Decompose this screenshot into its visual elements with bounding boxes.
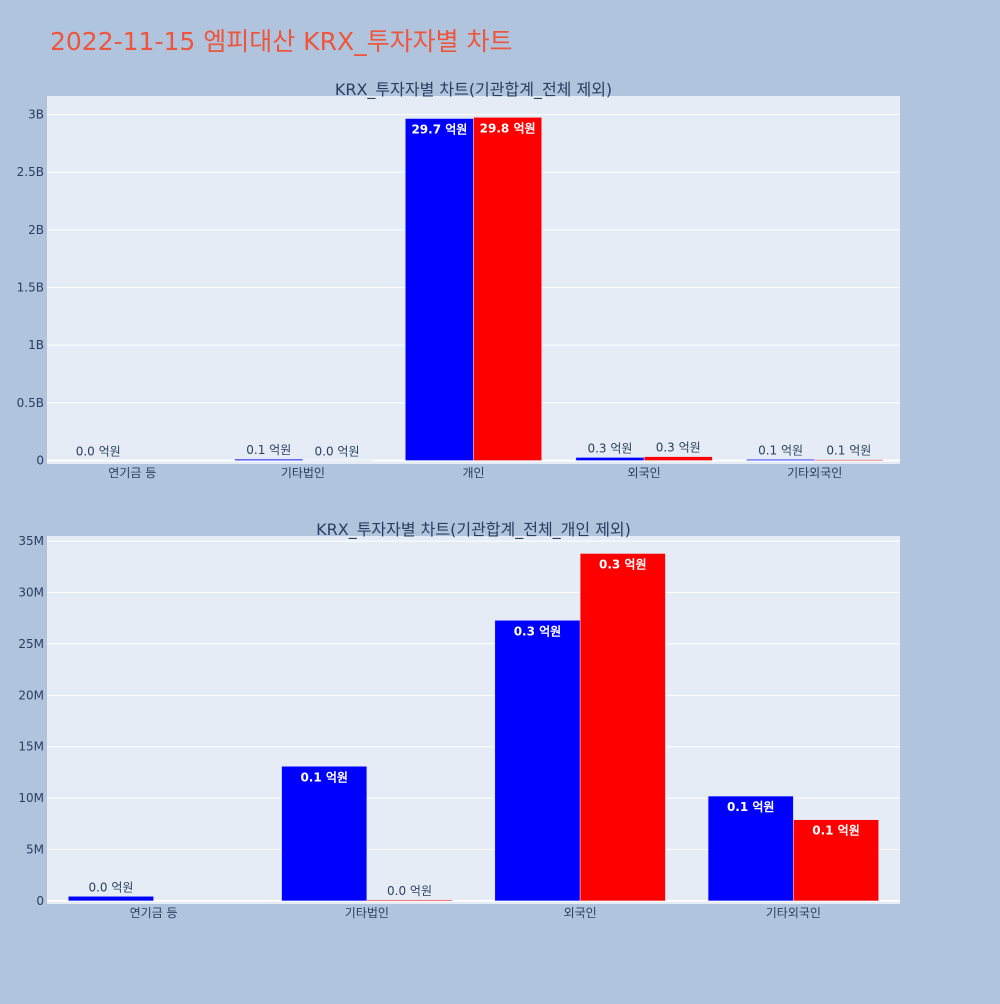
subplot-title-1: KRX_투자자별 차트(기관합계_전체 제외) [335,80,612,100]
data-label: 0.1 억원 [727,800,775,814]
data-label: 0.0 억원 [76,445,121,459]
bar-blue-3[interactable] [405,118,474,461]
x-tick-label: 외국인 [564,906,597,920]
data-label: 0.1 억원 [826,444,871,458]
bar-red-3[interactable] [473,117,542,461]
bar-red-2[interactable] [366,899,453,902]
data-label: 0.0 억원 [315,444,360,458]
y-tick-label: 25M [18,637,44,651]
x-tick-label: 기타외국인 [787,466,842,480]
y-tick-label: 15M [18,740,44,754]
data-label: 0.3 억원 [587,441,632,455]
data-label: 29.8 억원 [480,121,536,135]
y-tick-label: 20M [18,688,44,702]
bar-blue-1[interactable] [68,896,154,902]
data-label: 0.3 억원 [514,624,562,638]
x-tick-label: 개인 [462,466,484,480]
x-tick-label: 기타법인 [345,906,389,920]
y-tick-label: 2B [28,223,44,237]
y-tick-label: 0 [36,894,44,908]
figure-title: 2022-11-15 엠피대산 KRX_투자자별 차트 [50,27,513,56]
y-tick-label: 35M [18,534,44,548]
y-tick-label: 3B [28,107,44,121]
bar-blue-3[interactable] [494,620,581,902]
bar-red-2[interactable] [302,460,372,462]
data-label: 0.3 억원 [599,557,647,571]
x-tick-label: 기타법인 [281,466,325,480]
y-tick-label: 5M [26,843,44,857]
bar-red-3[interactable] [579,553,666,902]
x-tick-label: 연기금 등 [108,466,156,480]
y-tick-label: 1.5B [17,280,44,294]
data-label: 0.1 억원 [300,770,348,784]
data-label: 0.1 억원 [758,443,803,457]
subplot-title-2: KRX_투자자별 차트(기관합계_전체_개인 제외) [316,520,631,540]
y-tick-label: 0.5B [17,396,44,410]
data-label: 0.3 억원 [656,441,701,455]
y-tick-label: 0 [36,454,44,468]
data-label: 29.7 억원 [411,122,467,136]
bar-blue-2[interactable] [234,458,304,461]
data-label: 0.1 억원 [246,443,291,457]
bar-red-5[interactable] [814,459,884,461]
bar-blue-4[interactable] [575,457,645,461]
data-label: 0.0 억원 [88,880,133,894]
y-tick-label: 30M [18,586,44,600]
bar-blue-5[interactable] [746,459,815,461]
x-tick-label: 기타외국인 [766,906,821,920]
bar-red-4[interactable] [643,456,713,461]
bar-red-4[interactable] [793,819,879,902]
x-tick-label: 연기금 등 [130,906,178,920]
x-tick-label: 외국인 [628,466,661,480]
bar-blue-2[interactable] [281,766,368,902]
y-tick-label: 10M [18,791,44,805]
y-tick-label: 2.5B [17,165,44,179]
data-label: 0.0 억원 [387,884,432,898]
data-label: 0.1 억원 [812,824,860,838]
y-tick-label: 1B [28,338,44,352]
